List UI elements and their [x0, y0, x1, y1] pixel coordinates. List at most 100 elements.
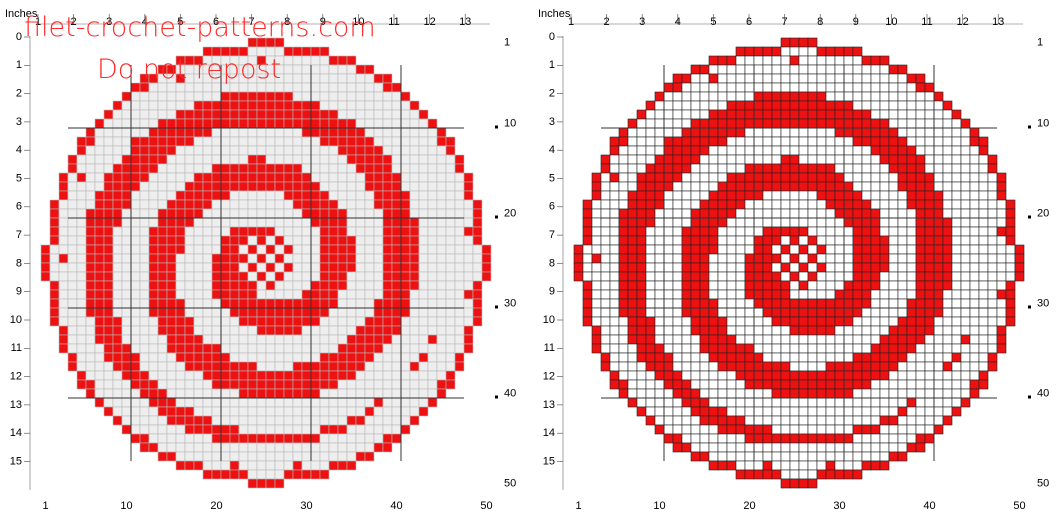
open-cell [888, 109, 899, 120]
open-cell [202, 280, 213, 291]
open-cell [301, 217, 312, 228]
filled-cell [708, 109, 719, 120]
open-cell [906, 244, 917, 255]
filled-cell [771, 91, 782, 102]
filled-cell [879, 361, 890, 372]
filled-cell [355, 352, 366, 363]
open-cell [166, 379, 177, 390]
open-cell [373, 379, 384, 390]
open-cell [346, 316, 357, 327]
filled-cell [933, 271, 944, 282]
filled-cell [121, 424, 132, 435]
open-cell [373, 244, 384, 255]
filled-cell [717, 424, 728, 435]
open-cell [445, 361, 456, 372]
row-marker [1028, 305, 1031, 309]
open-cell [879, 388, 890, 399]
open-cell [373, 406, 384, 417]
open-cell [636, 118, 647, 129]
open-cell [391, 406, 402, 417]
open-cell [753, 325, 764, 336]
filled-cell [627, 397, 638, 408]
open-cell [924, 109, 935, 120]
open-cell [283, 424, 294, 435]
open-cell [996, 235, 1007, 246]
open-cell [445, 154, 456, 165]
filled-cell [310, 46, 321, 57]
filled-cell [211, 280, 222, 291]
filled-cell [49, 217, 60, 228]
open-cell [193, 325, 204, 336]
open-cell [654, 334, 665, 345]
filled-cell [355, 163, 366, 174]
filled-cell [265, 307, 276, 318]
filled-cell [373, 145, 384, 156]
open-cell [807, 199, 818, 210]
filled-cell [184, 316, 195, 327]
open-cell [843, 343, 854, 354]
filled-cell [699, 298, 710, 309]
filled-cell [906, 199, 917, 210]
open-cell [897, 91, 908, 102]
filled-cell [103, 406, 114, 417]
open-cell [220, 316, 231, 327]
open-cell [85, 199, 96, 210]
filled-cell [148, 253, 159, 264]
open-cell [807, 469, 818, 480]
open-cell [148, 199, 159, 210]
filled-cell [735, 424, 746, 435]
open-cell [663, 91, 674, 102]
filled-cell [753, 379, 764, 390]
open-cell [301, 91, 312, 102]
open-cell [202, 307, 213, 318]
open-cell [112, 226, 123, 237]
filled-cell [184, 334, 195, 345]
open-cell [139, 307, 150, 318]
open-cell [726, 442, 737, 453]
open-cell [960, 289, 971, 300]
open-cell [798, 217, 809, 228]
filled-cell [726, 460, 737, 471]
open-cell [337, 325, 348, 336]
open-cell [591, 235, 602, 246]
open-cell [924, 352, 935, 363]
open-cell [409, 289, 420, 300]
filled-cell [355, 334, 366, 345]
open-cell [211, 460, 222, 471]
filled-cell [103, 343, 114, 354]
open-cell [735, 145, 746, 156]
open-cell [798, 424, 809, 435]
filled-cell [627, 280, 638, 291]
open-cell [418, 199, 429, 210]
open-cell [283, 361, 294, 372]
filled-cell [762, 271, 773, 282]
filled-cell [157, 307, 168, 318]
filled-cell [130, 379, 141, 390]
open-cell [618, 163, 629, 174]
open-cell [771, 334, 782, 345]
open-cell [85, 181, 96, 192]
filled-cell [843, 280, 854, 291]
filled-cell [915, 217, 926, 228]
filled-cell [771, 100, 782, 111]
filled-cell [112, 343, 123, 354]
filled-cell [744, 352, 755, 363]
open-cell [861, 334, 872, 345]
filled-cell [238, 379, 249, 390]
filled-cell [229, 433, 240, 444]
open-cell [463, 208, 474, 219]
filled-cell [292, 298, 303, 309]
filled-cell [184, 109, 195, 120]
filled-cell [103, 172, 114, 183]
open-cell [454, 226, 465, 237]
left-ruler-label: 15 [543, 455, 555, 467]
open-cell [301, 73, 312, 84]
filled-cell [409, 280, 420, 291]
open-cell [861, 397, 872, 408]
filled-cell [870, 127, 881, 138]
filled-cell [238, 388, 249, 399]
filled-cell [861, 226, 872, 237]
open-cell [355, 100, 366, 111]
filled-cell [103, 181, 114, 192]
open-cell [888, 397, 899, 408]
